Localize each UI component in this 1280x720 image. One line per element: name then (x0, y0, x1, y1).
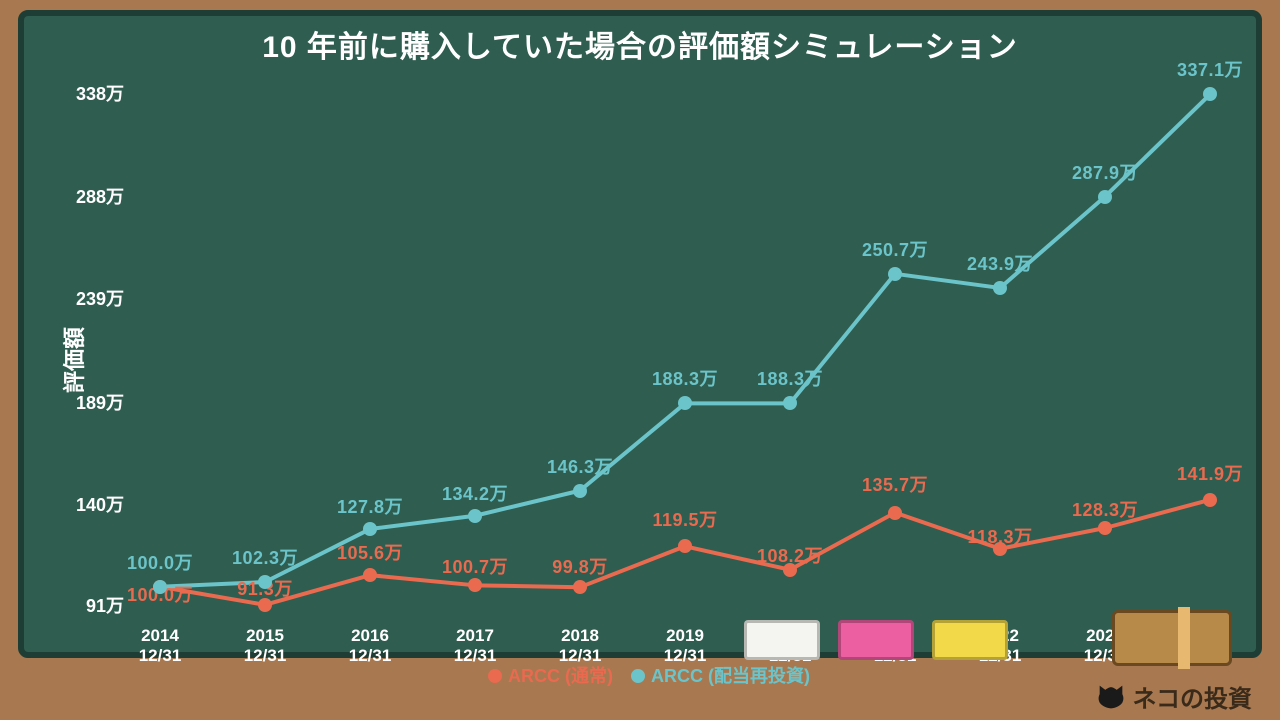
data-point (468, 578, 482, 592)
x-tick-label: 201912/31 (664, 626, 707, 667)
x-tick-label: 201812/31 (559, 626, 602, 667)
y-axis-label: 評価額 (57, 327, 89, 393)
y-tick-label: 140万 (76, 491, 124, 517)
data-label: 100.7万 (442, 554, 508, 580)
y-tick-label: 338万 (76, 80, 124, 106)
data-label: 108.2万 (757, 542, 823, 568)
data-point (888, 506, 902, 520)
data-label: 134.2万 (442, 480, 508, 506)
data-point (573, 580, 587, 594)
x-tick-label: 201712/31 (454, 626, 497, 667)
data-label: 337.1万 (1177, 57, 1243, 83)
cat-icon (1094, 680, 1128, 714)
data-label: 250.7万 (862, 236, 928, 262)
data-point (678, 539, 692, 553)
data-point (468, 509, 482, 523)
legend-label: ARCC (通常) (508, 666, 613, 686)
data-point (573, 484, 587, 498)
data-label: 119.5万 (652, 506, 717, 532)
watermark-text: ネコの投資 (1132, 679, 1252, 714)
y-tick-label: 189万 (76, 389, 124, 415)
data-label: 128.3万 (1072, 496, 1138, 522)
legend-label: ARCC (配当再投資) (651, 666, 810, 686)
data-point (888, 267, 902, 281)
x-tick-label: 201612/31 (349, 626, 392, 667)
data-label: 105.6万 (337, 539, 403, 565)
eraser-icon (838, 620, 914, 660)
chalk-duster-icon (1112, 610, 1232, 666)
data-point (1203, 493, 1217, 507)
data-label: 102.3万 (232, 544, 298, 570)
data-point (363, 568, 377, 582)
data-point (1203, 87, 1217, 101)
y-tick-label: 91万 (86, 592, 124, 618)
x-tick-label: 201412/31 (139, 626, 182, 667)
data-label: 243.9万 (967, 250, 1033, 276)
data-point (153, 580, 167, 594)
data-point (1098, 190, 1112, 204)
eraser-icon (744, 620, 820, 660)
data-label: 127.8万 (337, 493, 403, 519)
y-tick-label: 239万 (76, 285, 124, 311)
data-point (783, 396, 797, 410)
chart-title: 10 年前に購入していた場合の評価額シミュレーション (0, 22, 1280, 66)
data-point (258, 575, 272, 589)
data-label: 141.9万 (1177, 460, 1243, 486)
legend-dot (631, 669, 645, 683)
data-label: 146.3万 (547, 453, 613, 479)
data-point (1098, 521, 1112, 535)
data-label: 100.0万 (127, 549, 193, 575)
legend: ARCC (通常) ARCC (配当再投資) (0, 662, 1280, 688)
data-label: 188.3万 (757, 366, 823, 392)
eraser-icon (932, 620, 1008, 660)
data-label: 118.3万 (967, 523, 1032, 549)
watermark: ネコの投資 (1094, 679, 1252, 714)
data-label: 99.8万 (552, 553, 608, 579)
x-tick-label: 201512/31 (244, 626, 287, 667)
data-point (678, 396, 692, 410)
data-label: 188.3万 (652, 366, 718, 392)
data-label: 287.9万 (1072, 159, 1138, 185)
data-point (363, 522, 377, 536)
legend-dot (488, 669, 502, 683)
data-point (993, 281, 1007, 295)
plot-area: 91万140万189万239万288万338万201412/31201512/3… (130, 78, 1240, 620)
y-tick-label: 288万 (76, 183, 124, 209)
data-label: 135.7万 (862, 471, 928, 497)
